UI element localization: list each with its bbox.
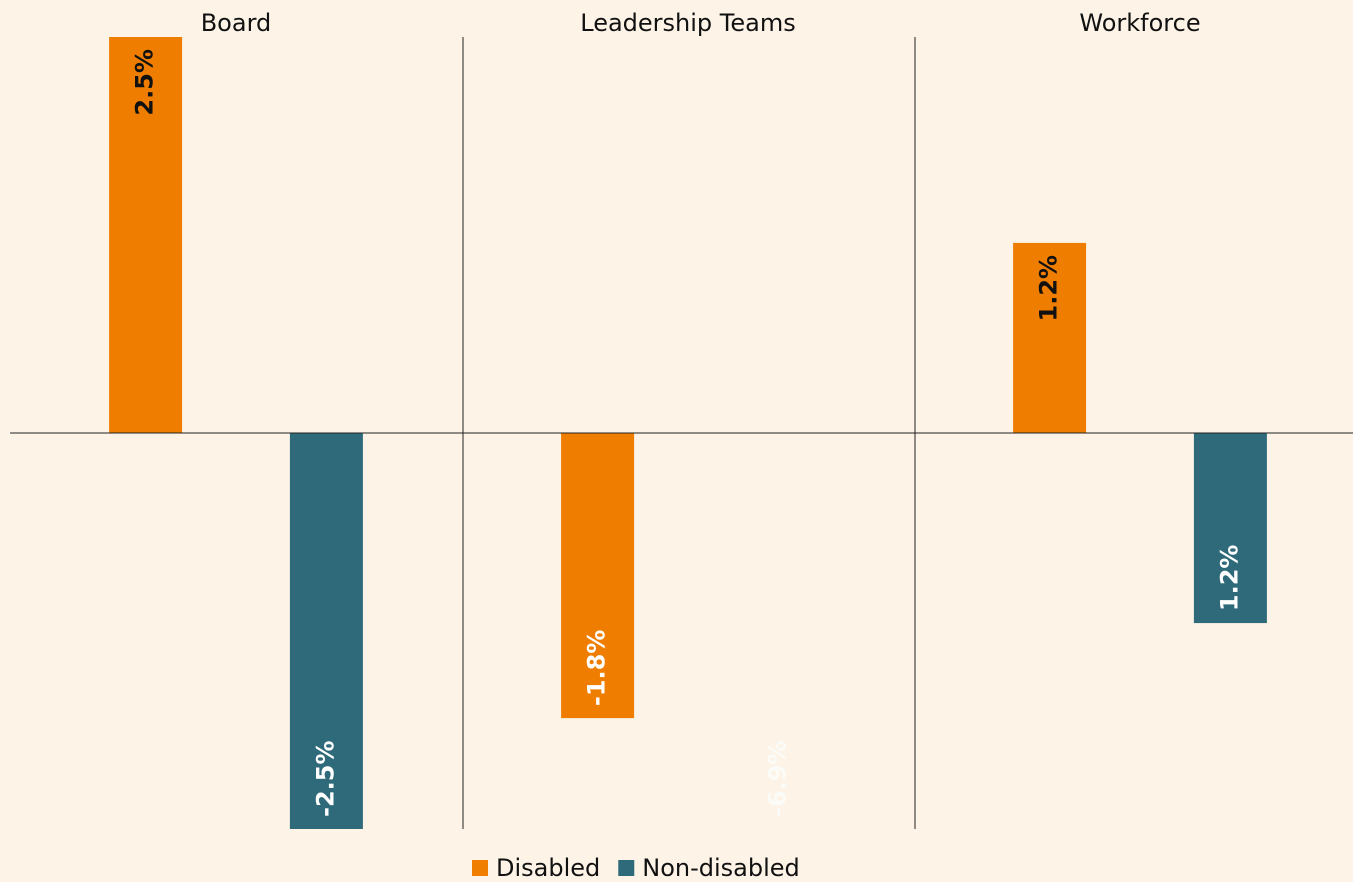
legend-label: Non-disabled (642, 854, 800, 882)
value-label: -2.5% (311, 740, 339, 817)
legend-swatch (618, 860, 635, 876)
bar (561, 433, 635, 719)
panel-title: Board (201, 9, 272, 37)
bar (741, 433, 815, 829)
bar (1193, 433, 1267, 624)
value-label: -6.9% (763, 740, 791, 817)
bar (1013, 242, 1087, 433)
value-label: -1.8% (583, 630, 611, 707)
bar (109, 37, 183, 433)
panel-title: Workforce (1079, 9, 1200, 37)
value-label: 1.2% (1035, 255, 1063, 322)
bar (289, 433, 363, 829)
value-label: 1.2% (1215, 545, 1243, 612)
legend-swatch (472, 860, 488, 876)
legend: Disabled Non-disabled (472, 854, 800, 882)
legend-label: Disabled (496, 854, 600, 882)
panel-title: Leadership Teams (580, 9, 795, 37)
value-label: 2.5% (131, 49, 159, 116)
